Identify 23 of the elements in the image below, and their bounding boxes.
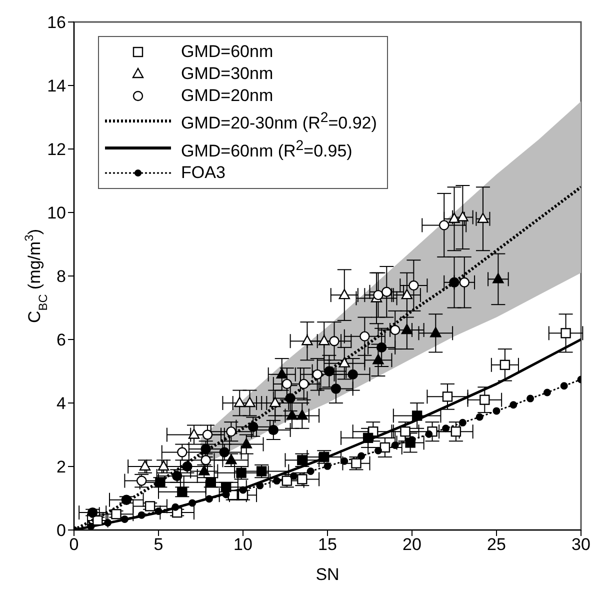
y-tick-label: 14: [47, 76, 66, 96]
legend-label: FOA3: [181, 162, 226, 184]
x-tick-label: 15: [318, 535, 337, 554]
y-tick-label: 4: [56, 394, 66, 414]
x-tick-label: 5: [154, 535, 164, 554]
y-tick-label: 6: [56, 330, 66, 350]
x-tick-label: 30: [572, 535, 590, 554]
y-tick-label: 10: [47, 204, 66, 223]
y-tick-label: 16: [47, 13, 66, 32]
legend-label: GMD=60nm: [181, 41, 274, 63]
y-tick-label: 0: [56, 521, 66, 540]
x-axis-title: SN: [316, 565, 340, 584]
x-tick-label: 20: [402, 535, 422, 554]
legend-label: GMD=60nm (R$^{2}$=0.95): [181, 136, 352, 162]
x-tick-label: 10: [234, 535, 252, 554]
legend-label: GMD=20nm: [181, 85, 274, 107]
legend-label: GMD=20-30nm (R$^{2}$=0.92): [181, 109, 377, 135]
x-tick-label: 0: [69, 535, 79, 554]
y-tick-label: 8: [56, 267, 66, 286]
x-tick-label: 25: [487, 535, 506, 554]
legend-label: GMD=30nm: [181, 63, 274, 85]
y-tick-label: 12: [47, 140, 66, 160]
y-tick-label: 2: [56, 458, 66, 477]
